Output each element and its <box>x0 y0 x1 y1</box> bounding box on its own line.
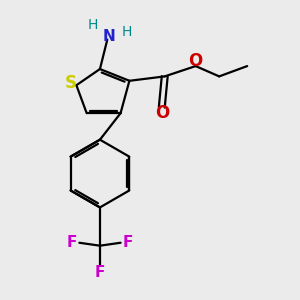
Text: S: S <box>65 74 77 92</box>
Text: F: F <box>95 265 105 280</box>
Text: F: F <box>67 235 77 250</box>
Text: O: O <box>188 52 203 70</box>
Text: N: N <box>102 29 115 44</box>
Text: F: F <box>123 235 133 250</box>
Text: O: O <box>155 103 169 122</box>
Text: H: H <box>87 18 98 32</box>
Text: H: H <box>121 25 132 39</box>
